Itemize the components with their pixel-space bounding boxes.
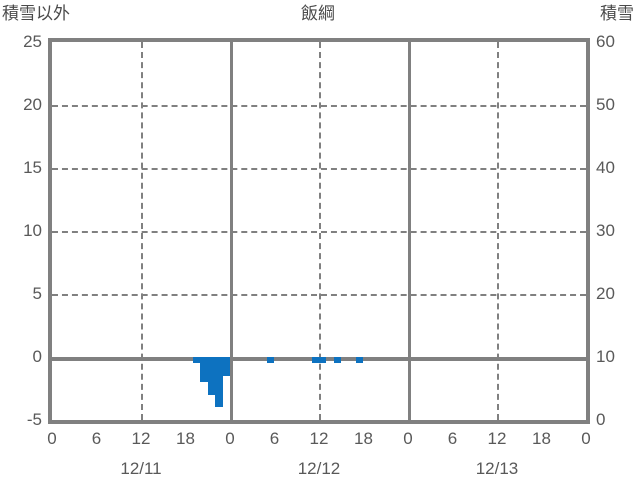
chart-title: 飯綱 (301, 4, 335, 23)
y-axis-tick-label-right: 60 (596, 32, 615, 51)
x-axis-tick-label: 18 (532, 429, 551, 448)
vertical-gridline (141, 42, 143, 420)
x-axis-tick-label: 18 (176, 429, 195, 448)
bar (222, 357, 230, 376)
x-axis-date-label: 12/12 (297, 459, 341, 478)
bar (207, 357, 216, 395)
bar (215, 357, 223, 408)
bar (267, 357, 275, 364)
bar (200, 357, 208, 383)
plot-inner (52, 42, 586, 420)
vertical-gridline (319, 42, 321, 420)
x-axis-tick-label: 18 (354, 429, 373, 448)
x-axis-tick-label: 0 (225, 429, 235, 448)
y-axis-tick-label-left: 10 (23, 221, 42, 240)
x-axis-tick-label: 12 (309, 429, 329, 448)
y-axis-tick-label-right: 40 (596, 158, 615, 177)
bar (356, 357, 364, 364)
day-boundary-line (230, 42, 233, 420)
y-axis-tick-label-left: 25 (23, 32, 42, 51)
bar (319, 357, 327, 364)
y-axis-tick-label-right: 20 (596, 284, 615, 303)
y-axis-tick-label-right: 30 (596, 221, 615, 240)
right-axis-title: 積雪 (600, 4, 634, 23)
bar (333, 357, 342, 364)
day-boundary-line (408, 42, 411, 420)
plot-area (48, 38, 590, 424)
y-axis-tick-label-left: 15 (23, 158, 42, 177)
x-axis-tick-label: 6 (269, 429, 280, 448)
x-axis-tick-label: 6 (447, 429, 458, 448)
x-axis-tick-label: 12 (487, 429, 507, 448)
x-axis-tick-label: 0 (47, 429, 57, 448)
x-axis-tick-label: 12 (131, 429, 151, 448)
y-axis-tick-label-right: 50 (596, 95, 615, 114)
bar (192, 357, 201, 364)
y-axis-tick-label-left: -5 (26, 410, 42, 429)
x-axis-date-label: 12/13 (475, 459, 519, 478)
left-axis-title: 積雪以外 (2, 4, 70, 23)
y-axis-tick-label-left: 0 (32, 347, 42, 366)
x-axis-tick-label: 0 (581, 429, 591, 448)
bar (311, 357, 319, 364)
y-axis-tick-label-right: 10 (596, 347, 615, 366)
x-axis-tick-label: 6 (91, 429, 102, 448)
x-axis-date-label: 12/11 (120, 459, 162, 478)
y-axis-tick-label-left: 5 (32, 284, 42, 303)
x-axis-tick-label: 0 (403, 429, 413, 448)
y-axis-tick-label-right: 0 (596, 410, 606, 429)
y-axis-tick-label-left: 20 (23, 95, 42, 114)
vertical-gridline (497, 42, 499, 420)
